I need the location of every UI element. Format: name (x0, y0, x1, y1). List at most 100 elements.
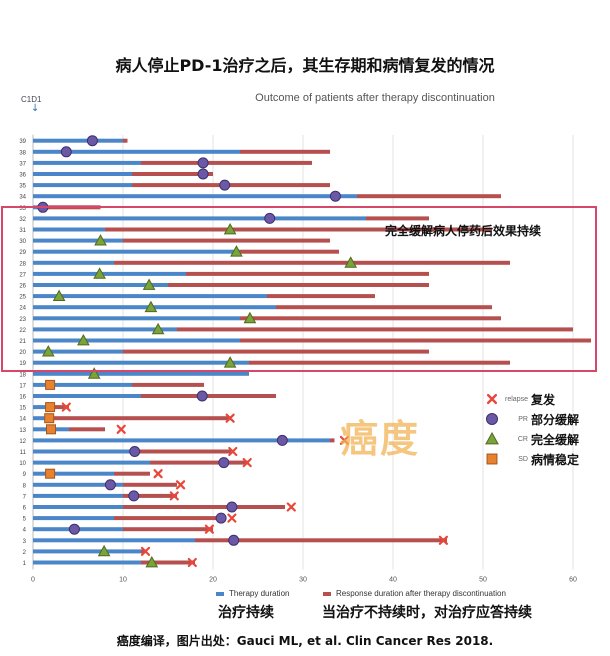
pr-marker (329, 190, 341, 202)
legend-item-relapse: relapse 复发 (484, 390, 555, 408)
x-tick-label: 30 (299, 577, 307, 584)
cr-marker (97, 544, 111, 557)
response-bar (240, 149, 330, 154)
y-tick-label: 5 (23, 517, 27, 523)
relapse-marker (187, 557, 197, 568)
relapse-marker (242, 458, 252, 468)
response-bar (123, 349, 429, 354)
y-tick-label: 4 (23, 528, 27, 534)
therapy-bar (33, 172, 132, 176)
pr-marker (276, 434, 288, 446)
y-tick-label: 35 (19, 184, 26, 190)
pr-marker (219, 179, 231, 191)
x-tick-label: 60 (569, 577, 577, 584)
watermark-logo: 癌度 (340, 408, 420, 463)
pr-marker (197, 157, 209, 169)
therapy-bar (33, 505, 123, 509)
legend-response: Response duration after therapy disconti… (323, 589, 506, 598)
therapy-bar (33, 438, 330, 443)
y-tick-label: 15 (19, 406, 26, 412)
therapy-bar (33, 394, 141, 398)
y-tick-label: 36 (19, 173, 26, 179)
watermark-text: 癌度 (340, 417, 421, 461)
cr-marker (485, 431, 499, 445)
therapy-bar (33, 238, 123, 243)
response-bar (51, 405, 69, 410)
response-bar (132, 172, 213, 176)
response-bar (132, 183, 330, 188)
pr-icon (486, 413, 498, 425)
therapy-bar (33, 360, 249, 365)
response-bar (276, 305, 492, 310)
therapy-bar (33, 283, 168, 287)
therapy-bar (33, 371, 249, 376)
relapse-marker (225, 413, 235, 423)
therapy-swatch (216, 591, 224, 596)
response-bar (123, 505, 285, 509)
response-bar (240, 316, 501, 321)
response-bar (123, 238, 330, 243)
cr-marker (87, 367, 101, 379)
response-bar (123, 493, 177, 498)
y-tick-label: 39 (19, 139, 26, 145)
sd-marker (45, 468, 56, 479)
y-tick-label: 11 (20, 450, 27, 456)
response-bar (105, 227, 492, 232)
therapy-bar (33, 194, 357, 199)
y-tick-label: 14 (19, 417, 26, 423)
pr-marker (129, 446, 141, 457)
response-bar (141, 560, 195, 565)
response-bar (141, 549, 146, 554)
response-bar (114, 260, 510, 265)
source-citation: 癌度编译，图片出处：Gauci ML, et al. Clin Cancer R… (116, 634, 494, 648)
relapse-marker (486, 393, 498, 405)
pr-marker (215, 512, 227, 524)
caption-response: 当治疗不持续时，对治疗应答持续 (322, 605, 532, 621)
pr-marker (68, 523, 80, 535)
legend-cn-label: 完全缓解 (531, 432, 580, 447)
y-tick-label: 38 (19, 150, 26, 156)
response-bar (123, 482, 177, 487)
y-tick-label: 29 (19, 250, 26, 256)
y-tick-label: 28 (19, 261, 26, 267)
y-tick-label: 25 (19, 295, 26, 301)
cr-marker (243, 311, 257, 324)
relapse-marker (169, 491, 179, 501)
therapy-bar (33, 482, 123, 487)
therapy-bar (33, 183, 132, 188)
y-tick-label: 31 (19, 228, 26, 234)
sd-marker (486, 453, 498, 465)
pr-marker (226, 501, 238, 513)
pr-marker (197, 168, 209, 180)
legend-item-cr: CR 完全缓解 (484, 430, 579, 448)
pr-marker (486, 413, 498, 425)
cr-marker (41, 345, 55, 357)
relapse-marker (286, 502, 296, 512)
c1d1-label: C1D1 (21, 95, 42, 104)
therapy-bar (33, 416, 51, 421)
y-tick-label: 3 (23, 539, 27, 545)
y-tick-label: 37 (19, 161, 26, 167)
therapy-bar (33, 294, 267, 299)
cr-marker (223, 356, 237, 368)
pr-marker (60, 146, 72, 158)
complete-response-highlight-box (1, 206, 597, 372)
therapy-bar (33, 516, 114, 521)
y-tick-label: 23 (19, 317, 26, 323)
cr-marker (94, 234, 107, 246)
y-tick-label: 18 (19, 372, 26, 378)
y-tick-label: 19 (19, 361, 26, 367)
pr-marker (228, 534, 240, 546)
y-tick-label: 7 (23, 494, 27, 500)
y-tick-label: 17 (19, 383, 26, 389)
response-bar (141, 394, 276, 398)
cr-marker (151, 322, 165, 335)
y-tick-label: 1 (23, 561, 27, 567)
y-tick-label: 32 (19, 217, 26, 223)
x-tick-label: 40 (389, 577, 397, 584)
response-bar (366, 216, 429, 221)
y-tick-label: 12 (19, 439, 26, 445)
legend-item-sd: SD 病情稳定 (484, 450, 579, 468)
response-bar (195, 538, 447, 543)
markers (37, 135, 448, 568)
